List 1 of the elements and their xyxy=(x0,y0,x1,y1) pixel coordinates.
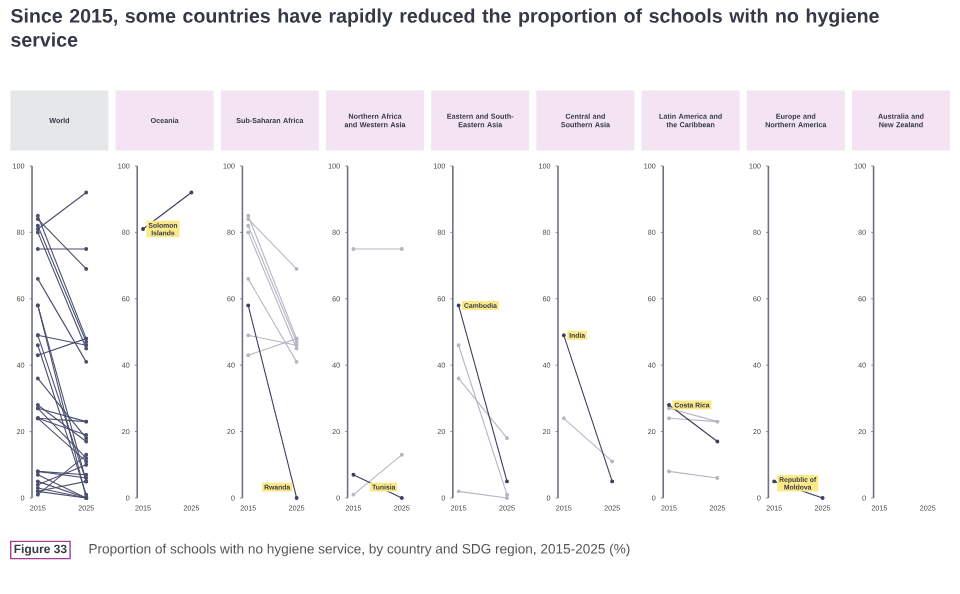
text: Since 2015, some countries have rapidly reduced the proportion of schools with no hygiene service xyxy=(10,8,879,47)
